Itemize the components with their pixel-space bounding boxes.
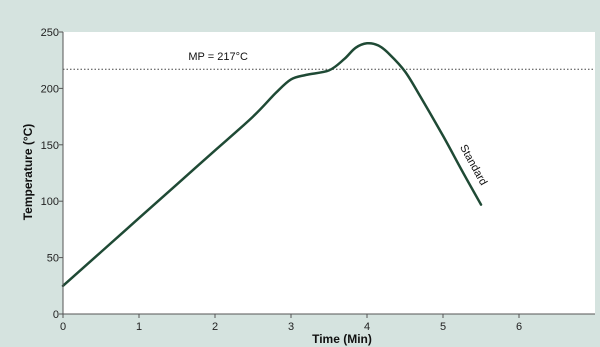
series-line-standard [61, 41, 483, 288]
y-tick-label: 250 [41, 27, 59, 39]
y-tick-label: 0 [53, 309, 59, 321]
y-tick-label: 100 [41, 196, 59, 208]
x-tick-label: 5 [440, 321, 446, 333]
y-tick-label: 50 [47, 253, 59, 265]
y-axis-ticks: 0 50 100 150 200 250 [41, 27, 63, 321]
plot-area [63, 32, 595, 314]
x-tick-label: 3 [288, 321, 294, 333]
x-tick-label: 6 [516, 321, 522, 333]
x-axis-ticks: 0 1 2 3 4 5 6 [60, 314, 522, 333]
melting-point-label: MP = 217°C [188, 51, 248, 63]
y-tick-label: 150 [41, 140, 59, 152]
x-axis-label: Time (Min) [312, 332, 372, 346]
x-tick-label: 4 [364, 321, 370, 333]
x-tick-label: 1 [136, 321, 142, 333]
y-tick-label: 200 [41, 83, 59, 95]
x-tick-label: 0 [60, 321, 66, 333]
y-axis-label: Temperature (°C) [21, 124, 35, 221]
x-tick-label: 2 [212, 321, 218, 333]
